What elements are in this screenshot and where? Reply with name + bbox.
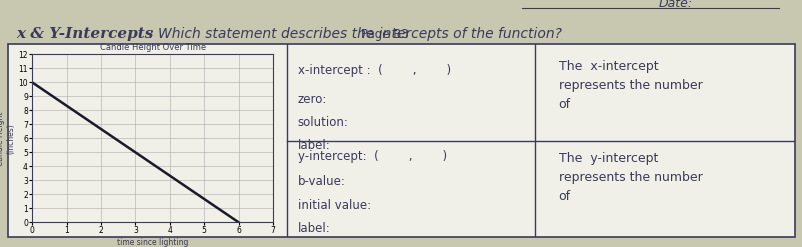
- Text: x-intercept :  (        ,        ): x-intercept : ( , ): [298, 64, 450, 77]
- Y-axis label: Candle Height
(inches): Candle Height (inches): [0, 111, 15, 165]
- Text: label:: label:: [298, 139, 330, 152]
- Text: : Which statement describes the intercepts of the function?: : Which statement describes the intercep…: [148, 27, 561, 41]
- Text: solution:: solution:: [298, 116, 348, 129]
- Text: zero:: zero:: [298, 93, 326, 106]
- Title: Candle Height Over Time: Candle Height Over Time: [99, 43, 205, 52]
- Text: Page B3: Page B3: [361, 28, 408, 41]
- Text: The  y-intercept
represents the number
of: The y-intercept represents the number of: [558, 152, 702, 203]
- X-axis label: time since lighting
(hours): time since lighting (hours): [117, 238, 188, 247]
- Text: The  x-intercept
represents the number
of: The x-intercept represents the number of: [558, 60, 702, 111]
- Text: Date:: Date:: [658, 0, 691, 10]
- Text: x & Y-Intercepts: x & Y-Intercepts: [16, 27, 153, 41]
- FancyBboxPatch shape: [8, 44, 794, 237]
- Text: b-value:: b-value:: [298, 175, 345, 188]
- Text: initial value:: initial value:: [298, 199, 371, 212]
- Text: label:: label:: [298, 222, 330, 235]
- Text: y-intercept:  (        ,        ): y-intercept: ( , ): [298, 150, 446, 164]
